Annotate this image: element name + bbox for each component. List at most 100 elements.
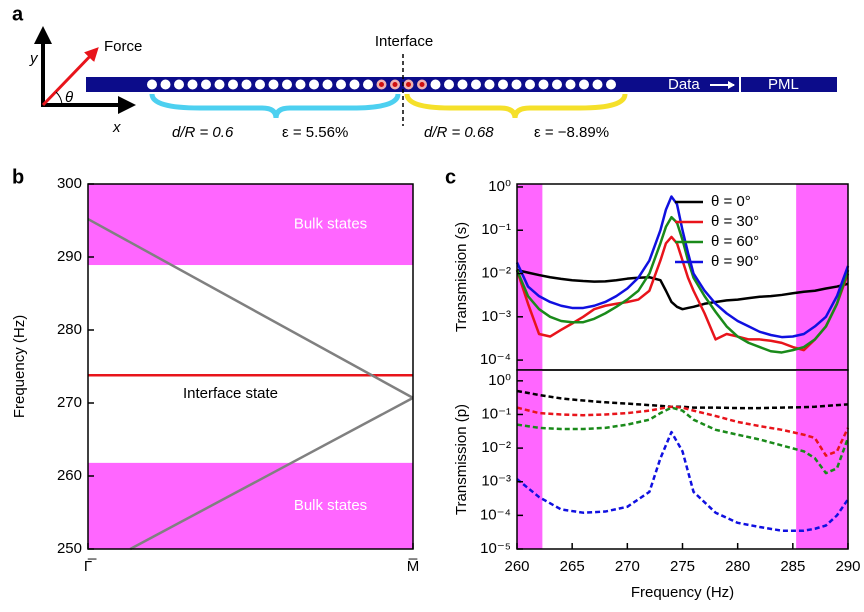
- x-tick-label: M̅: [407, 558, 420, 575]
- series-line: [516, 406, 850, 475]
- hole: [538, 79, 549, 90]
- y-tick-label: 10⁻⁴: [480, 351, 511, 368]
- band-label: Bulk states: [294, 497, 367, 514]
- y-tick-label: 10⁻¹: [481, 405, 511, 422]
- y-tick-label: 10⁻²: [481, 264, 511, 281]
- legend-label: θ = 0°: [711, 193, 751, 210]
- strain-label: ε = 5.56%: [282, 124, 348, 141]
- holes: [147, 79, 616, 90]
- band: [517, 370, 543, 549]
- y-axis-label: Transmission (p): [453, 404, 470, 515]
- y-tick-label: 10⁻³: [481, 473, 511, 490]
- y-tick-label: 10⁻³: [481, 308, 511, 325]
- y-tick-label: 10⁻⁵: [480, 540, 511, 557]
- y-tick-label: 270: [57, 394, 82, 411]
- angle-arc: [55, 91, 63, 106]
- hole: [295, 79, 306, 90]
- band: [88, 184, 413, 266]
- hole: [147, 79, 157, 90]
- hole: [160, 79, 171, 90]
- panel-label: c: [445, 166, 456, 188]
- hole: [484, 79, 495, 90]
- hole: [511, 79, 522, 90]
- hole: [430, 79, 441, 90]
- y-tick-label: 10⁰: [488, 372, 511, 389]
- y-tick-label: 260: [57, 467, 82, 484]
- y-tick-label: 10⁻⁴: [480, 506, 511, 523]
- plot-frame: [87, 183, 414, 550]
- y-tick-label: 250: [57, 540, 82, 557]
- panel-label: a: [12, 3, 24, 25]
- hole: [268, 79, 279, 90]
- hole: [241, 79, 252, 90]
- y-tick-label: 10⁻²: [481, 439, 511, 456]
- hole: [187, 79, 198, 90]
- hole: [282, 79, 292, 90]
- y-axis-label: Transmission (s): [453, 222, 470, 332]
- force-arrow: [41, 47, 99, 107]
- brace: [404, 93, 628, 119]
- axis-label: x: [112, 119, 121, 136]
- hole: [592, 79, 603, 90]
- strain-label: ε = −8.89%: [534, 124, 609, 141]
- legend-label: θ = 30°: [711, 213, 759, 230]
- hole: [349, 79, 360, 90]
- series-line: [516, 389, 849, 410]
- x-tick-label: 285: [780, 558, 805, 575]
- hole: [606, 79, 616, 90]
- series-line: [129, 396, 414, 551]
- series-line: [87, 217, 414, 399]
- hole: [525, 79, 535, 90]
- hole: [201, 79, 211, 90]
- angle-label: θ: [65, 89, 73, 106]
- series-line: [516, 405, 850, 457]
- hole: [471, 79, 481, 90]
- y-tick-label: 10⁻¹: [481, 221, 511, 238]
- x-tick-label: 290: [835, 558, 860, 575]
- hole: [336, 79, 346, 90]
- y-tick-label: 300: [57, 175, 82, 192]
- axis-label: y: [29, 50, 39, 67]
- panel-label: b: [12, 166, 24, 188]
- x-tick-label: 260: [504, 558, 529, 575]
- hole: [174, 79, 184, 90]
- x-axis-label: Frequency (Hz): [631, 584, 734, 601]
- hole: [228, 79, 238, 90]
- hole: [363, 79, 373, 90]
- series-line: [515, 215, 850, 354]
- x-tick-label: 275: [670, 558, 695, 575]
- hole-field: [419, 82, 425, 87]
- hole: [457, 79, 468, 90]
- y-tick-label: 10⁰: [488, 178, 511, 195]
- y-tick-label: 280: [57, 321, 82, 338]
- hole: [255, 79, 265, 90]
- legend-label: θ = 90°: [711, 253, 759, 270]
- x-tick-label: Γ̅: [84, 558, 97, 575]
- series-line: [515, 195, 850, 339]
- hole: [498, 79, 508, 90]
- hole-field: [379, 82, 384, 87]
- hole: [579, 79, 589, 90]
- band-label: Bulk states: [294, 215, 367, 232]
- series-line: [515, 235, 850, 352]
- y-axis-label: Frequency (Hz): [11, 315, 28, 418]
- hole: [309, 79, 319, 90]
- band: [796, 184, 848, 370]
- ratio-label: d/R = 0.68: [424, 124, 494, 141]
- series-line: [516, 268, 849, 311]
- hole: [565, 79, 576, 90]
- data-label: Data: [668, 76, 700, 93]
- x-tick-label: 270: [615, 558, 640, 575]
- hole: [552, 79, 562, 90]
- brace: [149, 93, 401, 119]
- y-tick-label: 290: [57, 248, 82, 265]
- hole-field: [406, 82, 411, 87]
- hole: [322, 79, 333, 90]
- legend-label: θ = 60°: [711, 233, 759, 250]
- x-tick-label: 280: [725, 558, 750, 575]
- interface-label: Interface: [375, 33, 433, 50]
- pml-label: PML: [768, 76, 799, 93]
- data-arrow-head: [728, 81, 735, 89]
